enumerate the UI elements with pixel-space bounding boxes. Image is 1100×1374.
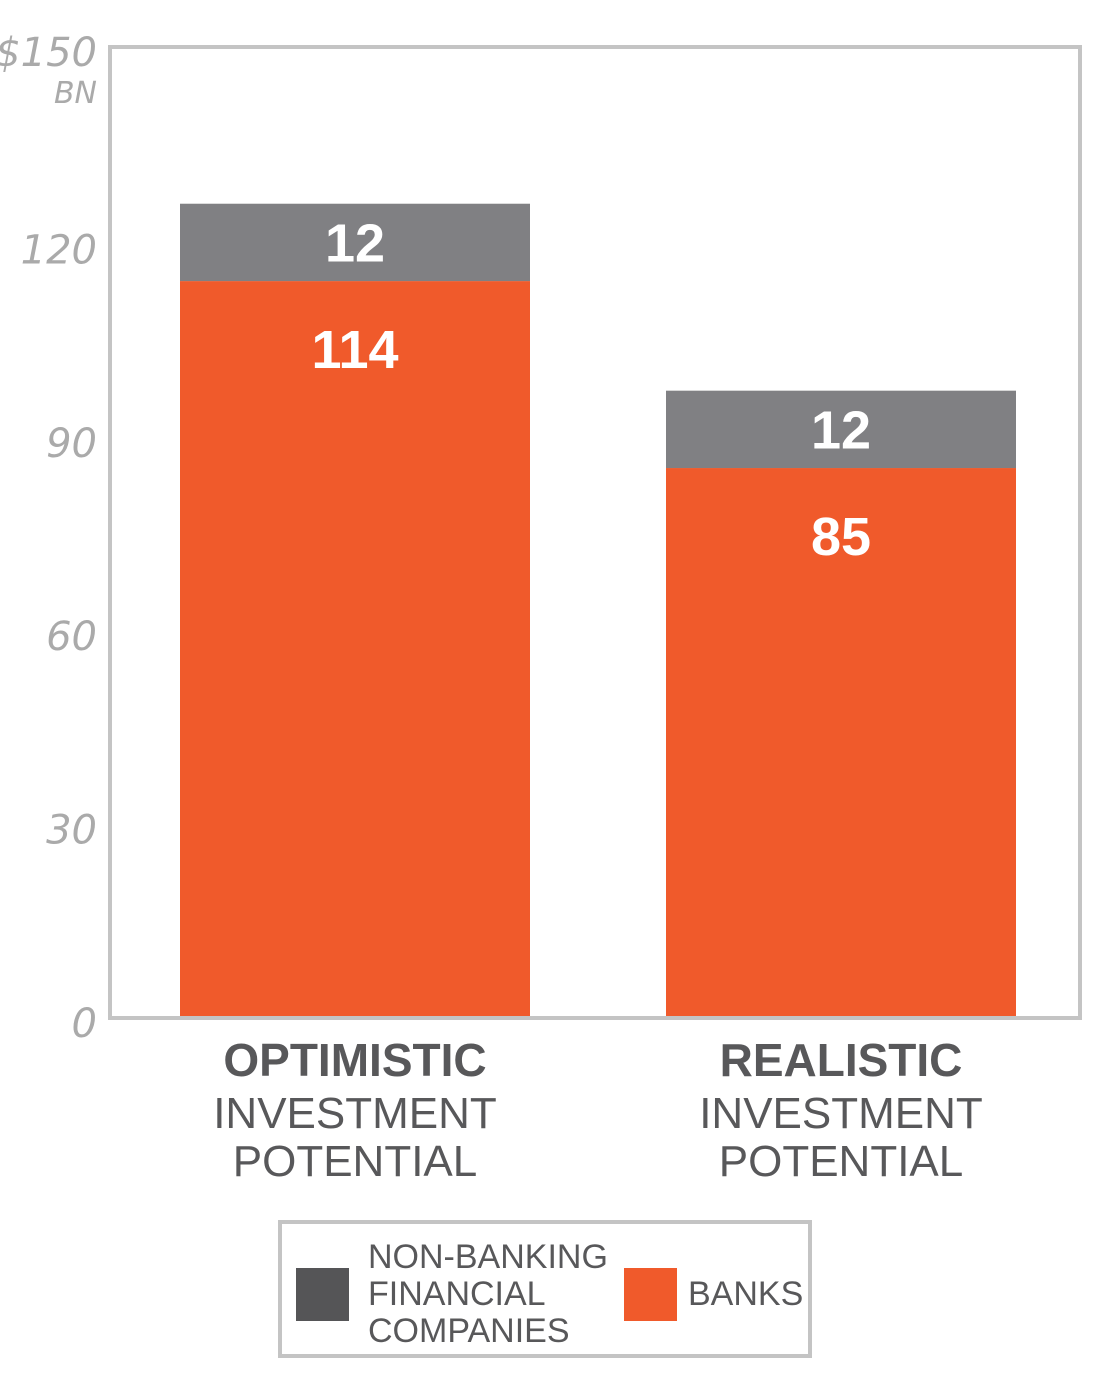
legend-label-non-banking: COMPANIES	[368, 1312, 570, 1350]
bar-segment	[180, 203, 530, 282]
legend-label-banks: BANKS	[688, 1275, 803, 1313]
bar-group: 114 12 85 12	[180, 203, 1016, 1017]
y-tick-label: 60	[46, 614, 97, 660]
legend-label-non-banking: FINANCIAL	[368, 1275, 546, 1313]
y-tick-label: 30	[46, 808, 97, 854]
category-label-bold: REALISTIC	[720, 1034, 963, 1086]
plot-frame	[108, 45, 1082, 1020]
bar-value-label: 85	[811, 507, 871, 567]
legend-swatch-non-banking	[296, 1268, 349, 1321]
category-label-bold: OPTIMISTIC	[223, 1034, 486, 1086]
bar-value-label: 114	[311, 320, 398, 380]
category-labels: OPTIMISTICINVESTMENTPOTENTIALREALISTICIN…	[213, 1034, 983, 1186]
bar-segment	[666, 390, 1016, 469]
bar-segment	[666, 468, 1016, 1016]
y-axis-ticks: 0 30 60 90 120	[21, 227, 97, 1047]
y-tick-label: 120	[21, 227, 97, 273]
y-unit-suffix: BN	[54, 76, 97, 111]
bar-value-label: 12	[811, 400, 871, 460]
legend-frame	[278, 1220, 812, 1358]
legend-label-non-banking: NON-BANKING	[368, 1238, 608, 1276]
y-unit-prefix: $150	[0, 30, 97, 76]
category-label-line: POTENTIAL	[719, 1137, 964, 1186]
y-tick-label: 90	[46, 421, 97, 467]
category-label-line: INVESTMENT	[699, 1089, 983, 1138]
bar-value-label: 12	[325, 213, 385, 273]
bar-segment	[180, 281, 530, 1017]
category-label-line: POTENTIAL	[233, 1137, 478, 1186]
y-tick-label: 0	[72, 1001, 97, 1047]
category-label-line: INVESTMENT	[213, 1089, 497, 1138]
legend-swatch-banks	[624, 1268, 677, 1321]
